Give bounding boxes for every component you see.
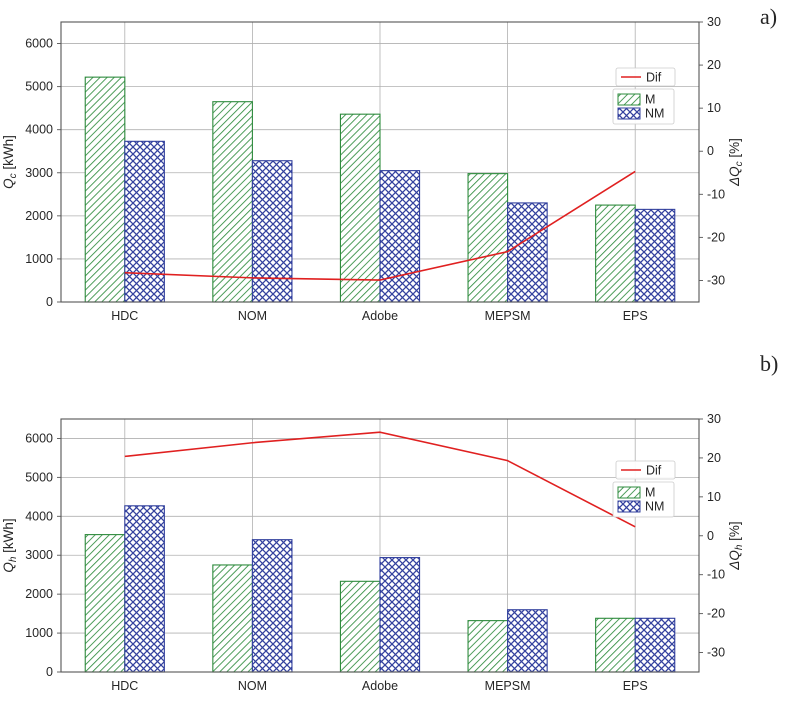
svg-text:1000: 1000 — [25, 626, 53, 640]
svg-text:6000: 6000 — [25, 431, 53, 445]
svg-text:3000: 3000 — [25, 548, 53, 562]
svg-text:Adobe: Adobe — [362, 679, 398, 693]
svg-text:-30: -30 — [707, 646, 725, 660]
svg-text:HDC: HDC — [111, 679, 138, 693]
svg-text:EPS: EPS — [623, 679, 648, 693]
svg-text:-20: -20 — [707, 230, 725, 244]
svg-text:3000: 3000 — [25, 166, 53, 180]
svg-text:5000: 5000 — [25, 80, 53, 94]
svg-text:M: M — [645, 486, 655, 500]
svg-text:0: 0 — [707, 529, 714, 543]
svg-text:0: 0 — [46, 665, 53, 679]
svg-text:30: 30 — [707, 412, 721, 426]
svg-text:NOM: NOM — [238, 679, 267, 693]
svg-text:M: M — [645, 93, 655, 107]
svg-text:-10: -10 — [707, 187, 725, 201]
svg-text:HDC: HDC — [111, 309, 138, 323]
svg-text:a): a) — [760, 4, 777, 29]
svg-text:1000: 1000 — [25, 252, 53, 266]
svg-text:b): b) — [760, 351, 778, 376]
svg-text:10: 10 — [707, 490, 721, 504]
svg-text:NOM: NOM — [238, 309, 267, 323]
svg-text:2000: 2000 — [25, 587, 53, 601]
svg-text:5000: 5000 — [25, 470, 53, 484]
svg-text:6000: 6000 — [25, 37, 53, 51]
svg-text:Dif: Dif — [646, 71, 662, 85]
svg-text:20: 20 — [707, 58, 721, 72]
svg-text:-20: -20 — [707, 607, 725, 621]
svg-text:0: 0 — [707, 144, 714, 158]
svg-text:4000: 4000 — [25, 123, 53, 137]
svg-text:-30: -30 — [707, 273, 725, 287]
svg-text:Adobe: Adobe — [362, 309, 398, 323]
svg-text:2000: 2000 — [25, 209, 53, 223]
svg-text:EPS: EPS — [623, 309, 648, 323]
svg-text:0: 0 — [46, 295, 53, 309]
svg-text:10: 10 — [707, 101, 721, 115]
svg-text:Dif: Dif — [646, 464, 662, 478]
svg-text:MEPSM: MEPSM — [485, 679, 531, 693]
svg-text:NM: NM — [645, 500, 664, 514]
svg-text:4000: 4000 — [25, 509, 53, 523]
svg-text:-10: -10 — [707, 568, 725, 582]
svg-text:20: 20 — [707, 451, 721, 465]
svg-text:NM: NM — [645, 107, 664, 121]
svg-text:30: 30 — [707, 15, 721, 29]
svg-text:MEPSM: MEPSM — [485, 309, 531, 323]
